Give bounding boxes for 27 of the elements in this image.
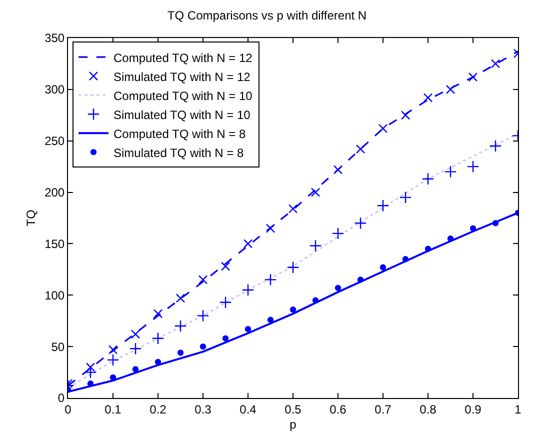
legend-label: Computed TQ with N = 10 [114, 88, 253, 103]
y-tick-label: 300 [44, 82, 65, 97]
x-tick-label: 0.7 [374, 402, 392, 416]
legend-label: Computed TQ with N = 12 [114, 50, 253, 65]
x-tick-label: 0.4 [240, 402, 257, 416]
x-tick-label: 0.9 [464, 402, 482, 416]
x-tick-label: 0.3 [194, 402, 212, 416]
x-tick-label: 0.2 [150, 402, 167, 416]
x-tick-label: 0.5 [284, 402, 302, 416]
y-tick-label: 150 [44, 236, 65, 251]
legend-label: Computed TQ with N = 8 [114, 126, 246, 141]
chart-title: TQ Comparisons vs p with different N [167, 8, 367, 22]
x-axis-title: p [290, 417, 297, 432]
x-tick-label: 0.8 [420, 402, 437, 416]
y-tick-label: 200 [44, 185, 65, 200]
legend-label: Simulated TQ with N = 12 [114, 70, 251, 84]
x-tick-label: 1 [514, 402, 522, 416]
x-tick-label: 0.1 [104, 402, 122, 416]
y-axis-title: TQ [24, 210, 38, 226]
x-tick-label: 0.6 [330, 402, 347, 416]
y-tick-label: 250 [44, 134, 65, 148]
legend-label: Simulated TQ with N = 8 [114, 146, 244, 160]
y-tick-label: 50 [51, 340, 65, 354]
y-tick-label: 0 [58, 391, 65, 406]
y-tick-label: 100 [44, 288, 65, 302]
legend-label: Simulated TQ with N = 10 [114, 108, 251, 122]
y-tick-label: 350 [44, 31, 65, 46]
